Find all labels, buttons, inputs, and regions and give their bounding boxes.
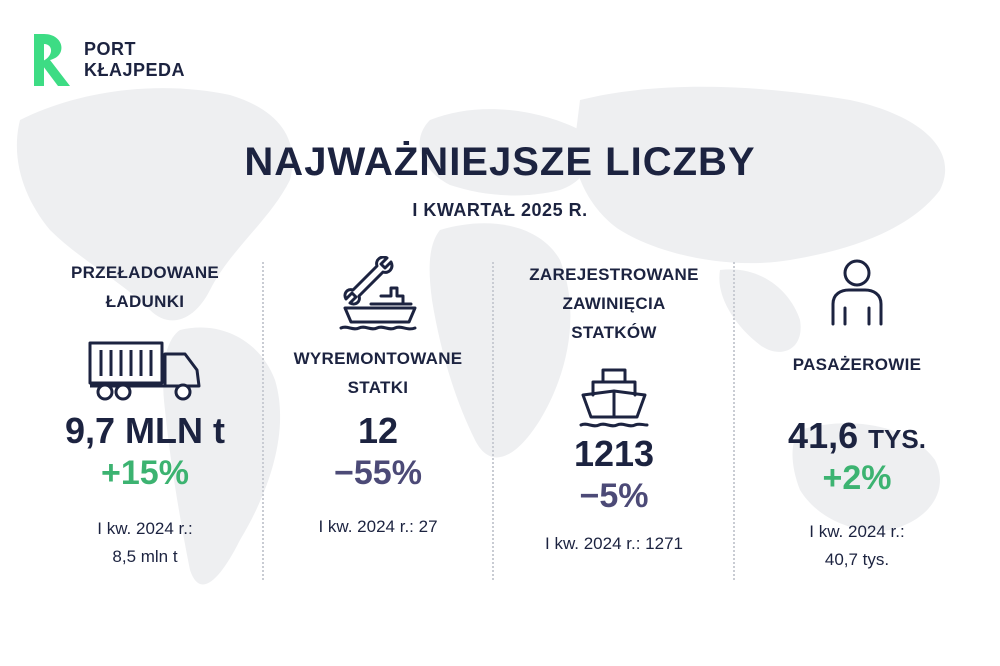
stat-change: −5% bbox=[579, 477, 649, 515]
stat-previous-line: 8,5 mln t bbox=[112, 547, 178, 566]
stat-value: 41,6 TYS. bbox=[740, 415, 974, 457]
stat-ship-calls: ZAREJESTROWANE ZAWINIĘCIA STATKÓW 1213 −… bbox=[496, 260, 732, 558]
stat-previous-line: I kw. 2024 r.: bbox=[809, 522, 905, 541]
ship-icon bbox=[579, 368, 649, 428]
brand-line-2: KŁAJPEDA bbox=[84, 60, 186, 80]
stat-label-line: ZAWINIĘCIA bbox=[562, 294, 666, 313]
stat-label: WYREMONTOWANE STATKI bbox=[266, 344, 490, 402]
brand-logo[interactable]: PORT KŁAJPEDA bbox=[30, 34, 185, 86]
stat-label-line: PASAŻEROWIE bbox=[792, 355, 922, 374]
stat-change: +2% bbox=[822, 459, 892, 497]
stat-previous-line: I kw. 2024 r.: 1271 bbox=[545, 534, 683, 553]
port-logo-mark-icon bbox=[34, 34, 70, 86]
brand-line-1: PORT bbox=[84, 39, 137, 59]
column-divider bbox=[492, 262, 494, 580]
stat-label-line: STATKI bbox=[347, 378, 409, 397]
stat-label-line: WYREMONTOWANE bbox=[293, 349, 463, 368]
stat-value: 1213 bbox=[573, 433, 655, 474]
stat-change: +15% bbox=[101, 454, 189, 492]
truck-icon bbox=[88, 341, 201, 401]
stat-value-unit: TYS. bbox=[868, 424, 926, 454]
column-divider bbox=[733, 262, 735, 580]
stat-label-line: ZAREJESTROWANE bbox=[529, 265, 699, 284]
stat-label: PASAŻEROWIE bbox=[740, 350, 974, 379]
stat-previous-line: I kw. 2024 r.: bbox=[97, 519, 193, 538]
page-title: NAJWAŻNIEJSZE LICZBY bbox=[244, 140, 756, 184]
brand-name: PORT KŁAJPEDA bbox=[84, 39, 185, 81]
stat-cargo: PRZEŁADOWANE ŁADUNKI 9,7 MLN t +15% I kw… bbox=[30, 258, 260, 571]
stat-previous: I kw. 2024 r.: 40,7 tys. bbox=[740, 518, 974, 574]
stat-repaired-ships: WYREMONTOWANE STATKI 12 −55% I kw. 2024 … bbox=[266, 256, 490, 541]
column-divider bbox=[262, 262, 264, 580]
stat-change: −55% bbox=[334, 454, 422, 492]
stat-label-line: PRZEŁADOWANE bbox=[70, 263, 220, 282]
stat-previous: I kw. 2024 r.: 27 bbox=[266, 513, 490, 541]
stat-previous-line: I kw. 2024 r.: 27 bbox=[318, 517, 438, 536]
stat-previous-line: 40,7 tys. bbox=[824, 550, 890, 569]
stat-previous: I kw. 2024 r.: 1271 bbox=[496, 530, 732, 558]
stat-value: 9,7 MLN t bbox=[64, 410, 225, 451]
stat-label-line: ŁADUNKI bbox=[105, 292, 185, 311]
page-subtitle: I KWARTAŁ 2025 R. bbox=[412, 200, 588, 220]
wrench-ship-icon bbox=[339, 256, 417, 331]
stat-label: PRZEŁADOWANE ŁADUNKI bbox=[30, 258, 260, 316]
stat-label-line: STATKÓW bbox=[571, 323, 657, 342]
person-icon bbox=[831, 259, 883, 326]
stat-value: 12 bbox=[357, 410, 399, 451]
stat-previous: I kw. 2024 r.: 8,5 mln t bbox=[30, 515, 260, 571]
stat-passengers: PASAŻEROWIE 41,6 TYS. +2% I kw. 2024 r.:… bbox=[740, 258, 974, 574]
stat-label: ZAREJESTROWANE ZAWINIĘCIA STATKÓW bbox=[496, 260, 732, 347]
stat-value-number: 41,6 bbox=[788, 415, 859, 456]
